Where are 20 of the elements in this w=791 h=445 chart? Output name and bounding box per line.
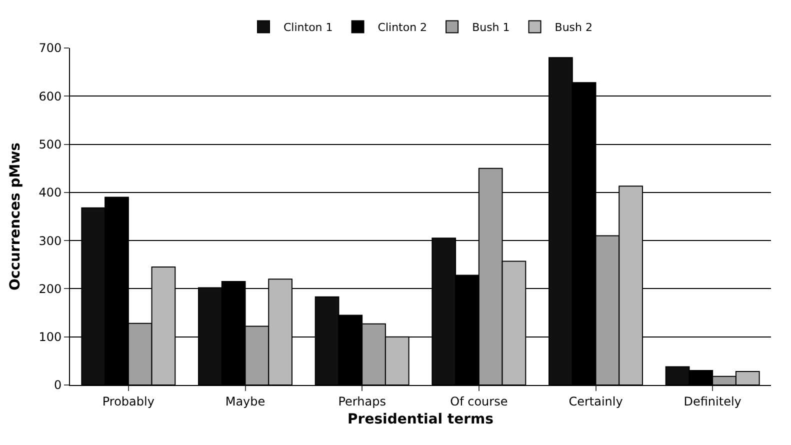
x-tick-label: Probably (102, 394, 154, 408)
y-tick-label: 600 (38, 89, 62, 104)
y-tick-label: 0 (54, 378, 62, 392)
x-tick-label: Of course (450, 394, 508, 408)
y-axis-title: Occurrences pMws (7, 142, 24, 290)
x-tick-label: Certainly (568, 394, 623, 408)
legend-label: Clinton 2 (378, 21, 428, 34)
legend-label: Clinton 1 (284, 21, 333, 34)
y-tick-label: 200 (38, 282, 62, 296)
x-axis-title: Presidential terms (348, 412, 494, 428)
y-tick-label: 500 (38, 137, 62, 152)
y-tick-label: 400 (38, 186, 62, 200)
x-tick-label: Maybe (225, 394, 266, 408)
legend-label: Bush 2 (554, 21, 592, 34)
legend-label: Bush 1 (472, 21, 510, 34)
y-tick-label: 700 (38, 41, 62, 56)
x-tick-label: Perhaps (338, 394, 386, 408)
x-tick-label: Definitely (684, 394, 742, 408)
y-tick-label: 100 (38, 330, 62, 344)
y-tick-label: 300 (38, 234, 62, 248)
